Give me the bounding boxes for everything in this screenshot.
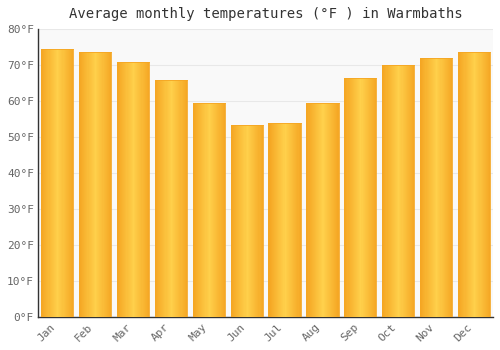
Title: Average monthly temperatures (°F ) in Warmbaths: Average monthly temperatures (°F ) in Wa…	[69, 7, 462, 21]
